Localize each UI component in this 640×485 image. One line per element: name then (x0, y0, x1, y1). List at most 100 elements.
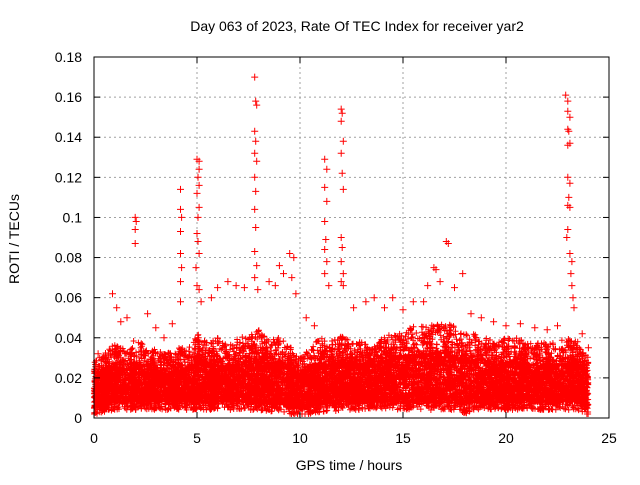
y-tick-label: 0.08 (55, 250, 82, 266)
data-point (290, 254, 298, 262)
y-axis-ticks: 0 0.02 0.04 0.06 0.08 0.1 0.12 0.14 0.16 0.18 (55, 49, 609, 426)
y-tick-label: 0.16 (55, 89, 82, 105)
data-point (214, 284, 222, 292)
data-point (253, 101, 261, 109)
x-tick-label: 5 (193, 430, 201, 446)
data-point (337, 278, 345, 286)
data-point (195, 286, 203, 294)
data-point (565, 127, 573, 135)
data-point (381, 304, 388, 312)
x-tick-label: 0 (90, 430, 98, 446)
data-point (564, 107, 572, 115)
data-point (310, 322, 318, 330)
data-point (131, 226, 139, 233)
data-point (194, 213, 202, 221)
y-tick-label: 0.02 (55, 370, 82, 386)
data-point (567, 270, 575, 278)
data-point (195, 250, 203, 257)
data-point (323, 258, 331, 266)
data-point (566, 250, 574, 257)
data-point (251, 173, 259, 181)
data-points (91, 73, 592, 417)
data-point (568, 282, 576, 290)
data-point (531, 324, 539, 332)
data-point (177, 205, 184, 213)
data-point (554, 322, 561, 330)
data-point (564, 226, 572, 233)
data-point (323, 165, 331, 173)
data-point (232, 282, 240, 290)
data-point (275, 262, 283, 270)
data-point (467, 310, 475, 318)
data-point (569, 294, 577, 302)
data-point (338, 244, 346, 251)
data-point (292, 290, 300, 298)
data-point (195, 181, 203, 189)
data-point (160, 334, 168, 342)
data-point (432, 266, 440, 274)
data-point (564, 173, 572, 181)
plot-border (93, 56, 610, 419)
data-point (280, 270, 287, 278)
data-point (338, 109, 346, 117)
data-point (321, 155, 329, 163)
data-point (564, 141, 572, 149)
data-point (207, 294, 215, 302)
data-point (195, 203, 203, 211)
data-point (321, 270, 329, 278)
data-point (193, 282, 201, 290)
y-tick-label: 0.12 (55, 169, 82, 185)
data-point (502, 322, 510, 330)
data-point (562, 91, 570, 99)
y-tick-label: 0.14 (55, 129, 82, 145)
data-point (252, 137, 260, 145)
data-point (563, 234, 571, 241)
data-point (177, 298, 184, 306)
data-point (178, 213, 186, 221)
data-point (578, 330, 586, 338)
data-point (337, 258, 345, 266)
data-point (113, 304, 121, 312)
plot-frame (93, 56, 610, 419)
data-point (424, 282, 432, 290)
data-point (302, 314, 310, 322)
data-point (339, 270, 347, 278)
data-point (350, 304, 358, 312)
x-tick-label: 15 (395, 430, 411, 446)
data-point (436, 278, 444, 286)
data-point (337, 105, 345, 113)
data-point (251, 274, 259, 282)
x-tick-label: 10 (292, 430, 308, 446)
data-point (543, 326, 551, 334)
data-point (325, 282, 333, 290)
data-point (192, 264, 200, 272)
data-point (490, 318, 498, 326)
data-point (286, 250, 294, 257)
data-point (321, 183, 329, 191)
data-point (109, 290, 116, 298)
y-axis-label: ROTI / TECUs (6, 194, 22, 284)
data-point (444, 240, 452, 247)
data-point (389, 294, 397, 302)
y-tick-label: 0.18 (55, 49, 82, 65)
data-point (177, 185, 184, 193)
data-point (194, 173, 202, 181)
data-point (409, 298, 417, 306)
data-point (195, 165, 203, 173)
data-point (338, 169, 346, 177)
data-point (339, 282, 347, 290)
data-point (123, 314, 131, 322)
data-point (420, 298, 428, 306)
data-point (131, 240, 139, 247)
data-point (323, 197, 331, 205)
chart-title: Day 063 of 2023, Rate Of TEC Index for r… (190, 18, 524, 34)
data-point (288, 274, 296, 282)
data-point (337, 149, 345, 157)
data-point (224, 278, 232, 286)
data-point (321, 218, 329, 225)
data-point (177, 278, 184, 286)
data-point (584, 344, 592, 352)
data-point (132, 218, 140, 225)
